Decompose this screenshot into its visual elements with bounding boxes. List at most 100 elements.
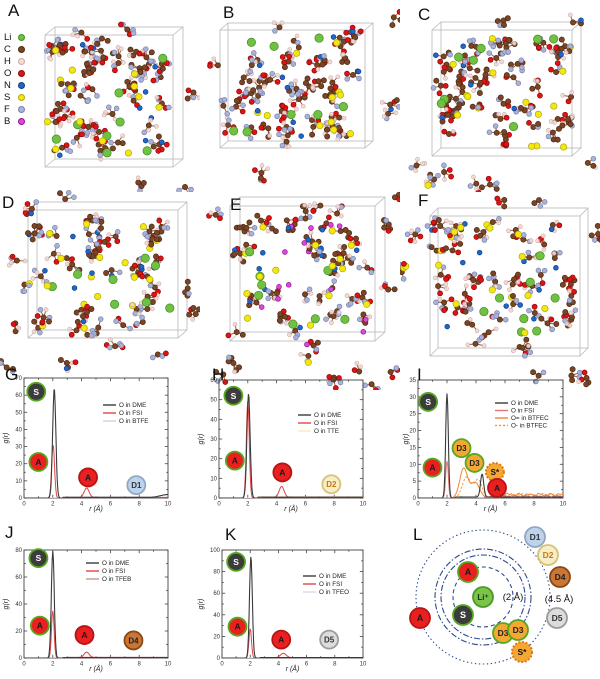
x-axis-label: r (Å) [484, 504, 498, 513]
svg-text:O in FSI: O in FSI [511, 408, 534, 415]
y-axis-label: g(r) [3, 433, 10, 444]
svg-text:30: 30 [409, 395, 416, 401]
svg-text:D3: D3 [513, 625, 524, 635]
svg-text:8: 8 [333, 662, 337, 668]
simulation-box [219, 22, 374, 149]
species-badge-S: S [452, 604, 474, 626]
panel-E: E [200, 188, 400, 390]
atom-color-swatch [18, 33, 25, 41]
svg-text:O in FSI: O in FSI [119, 410, 142, 417]
species-badge-S: S [28, 548, 49, 568]
atom-symbol-label: B [4, 115, 11, 127]
svg-text:80: 80 [213, 570, 220, 576]
atom-symbol-label: S [4, 91, 11, 103]
svg-text:O in TFEO: O in TFEO [319, 589, 349, 596]
svg-text:0: 0 [217, 656, 221, 662]
svg-text:4: 4 [275, 502, 279, 508]
species-badge-A: A [224, 450, 245, 471]
svg-text:O in DME: O in DME [102, 560, 129, 567]
svg-text:S: S [425, 397, 431, 407]
svg-text:O in DME: O in DME [319, 573, 346, 580]
svg-text:40: 40 [213, 613, 220, 619]
panel-H-label: H [212, 365, 225, 384]
shell-distance-label: (2 Å) [503, 592, 524, 603]
species-badge-D4: D4 [123, 630, 144, 651]
atom-legend-item: C [4, 43, 25, 55]
svg-text:50: 50 [210, 398, 217, 404]
svg-text:4: 4 [80, 662, 84, 668]
svg-text:20: 20 [15, 629, 22, 635]
svg-text:O in DME: O in DME [119, 402, 146, 409]
svg-text:6: 6 [304, 502, 308, 508]
svg-text:S: S [231, 391, 237, 401]
svg-text:0: 0 [19, 496, 23, 502]
svg-text:25: 25 [409, 412, 416, 418]
svg-text:70: 70 [15, 376, 22, 382]
molecular-structure-F [400, 195, 600, 388]
molecule-atoms [408, 12, 598, 192]
svg-text:0: 0 [217, 502, 221, 508]
axis-tick-labels: 0 2 4 6 8 10 0 5 10 15 20 25 30 35 [409, 378, 567, 508]
panel-B: B [200, 0, 400, 192]
rdf-curves [222, 556, 363, 658]
svg-text:2: 2 [246, 502, 250, 508]
svg-text:O in FSI: O in FSI [314, 420, 337, 427]
svg-text:A: A [417, 613, 424, 623]
panel-D-label: D [2, 193, 15, 212]
svg-text:2: 2 [51, 502, 55, 508]
series-o-in-btfec [418, 476, 563, 498]
svg-text:O= in BTFEC: O= in BTFEC [511, 415, 549, 422]
species-badge-A: A [487, 477, 507, 498]
panel-C: C [400, 0, 600, 192]
y-axis-label: g(r) [198, 434, 205, 445]
panel-D: D [0, 188, 200, 390]
species-badge-S: S [418, 392, 439, 412]
svg-text:2: 2 [51, 662, 55, 668]
svg-text:60: 60 [210, 378, 217, 384]
species-badge-S: S [26, 381, 47, 402]
axis-tick-labels: 0 2 4 6 8 10 0 20 40 60 80 [15, 548, 172, 668]
series-o-in-dme [219, 394, 363, 498]
svg-text:6: 6 [305, 662, 309, 668]
molecule-atoms [43, 21, 200, 192]
svg-text:20: 20 [213, 634, 220, 640]
rdf-curves [24, 551, 168, 658]
svg-text:8: 8 [138, 502, 142, 508]
series-o-in-dme [24, 551, 168, 658]
svg-text:O in DME: O in DME [314, 412, 341, 419]
svg-text:100: 100 [210, 548, 221, 554]
svg-text:8: 8 [532, 502, 536, 508]
species-badge-D4: D4 [549, 566, 571, 588]
plot-frame [23, 549, 169, 659]
svg-text:A: A [278, 635, 284, 645]
svg-text:5: 5 [413, 479, 417, 485]
svg-text:2: 2 [249, 662, 253, 668]
species-badge-D3: D3 [451, 438, 472, 459]
species-badge-A: A [271, 629, 292, 650]
y-axis-label: g(r) [198, 599, 205, 610]
svg-text:40: 40 [15, 427, 22, 433]
species-badge-D5: D5 [319, 629, 340, 650]
molecule-atoms [206, 191, 400, 390]
atom-color-swatch [18, 81, 25, 89]
svg-text:0: 0 [19, 656, 23, 662]
atom-symbol-label: F [4, 103, 10, 115]
svg-text:35: 35 [409, 378, 416, 384]
rdf-plot-I: 0 2 4 6 8 10 0 5 10 15 20 25 30 35 r (Å) g(r) O in DMEO … [403, 378, 567, 513]
svg-text:30: 30 [210, 437, 217, 443]
species-badge-D2: D2 [537, 544, 559, 566]
molecule-atoms [207, 9, 400, 184]
species-badge-D3: D3 [507, 619, 529, 641]
svg-text:O in FSI: O in FSI [102, 568, 125, 575]
panel-G-label: G [5, 365, 19, 384]
atom-color-swatch [18, 105, 25, 113]
svg-text:20: 20 [210, 457, 217, 463]
svg-text:30: 30 [15, 445, 22, 451]
svg-text:6: 6 [503, 502, 507, 508]
